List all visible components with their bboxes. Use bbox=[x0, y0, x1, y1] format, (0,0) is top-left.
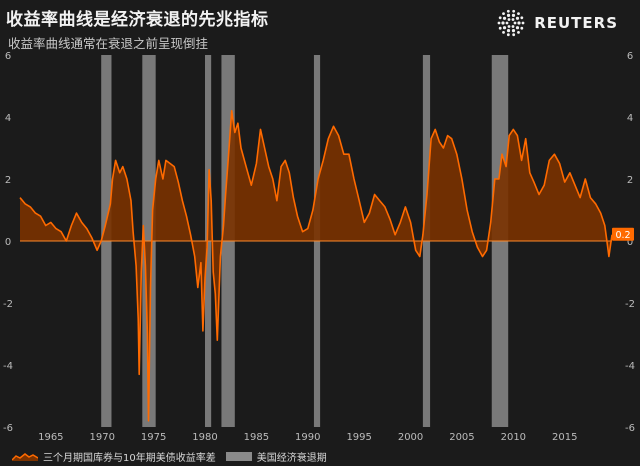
x-tick-1970: 1970 bbox=[89, 432, 114, 443]
legend-item-recession: 美国经济衰退期 bbox=[225, 449, 327, 464]
legend-item-spread: 三个月期国库券与10年期美债收益率差 bbox=[11, 449, 216, 464]
y-tick-right--2: -2 bbox=[625, 299, 635, 310]
x-tick-1990: 1990 bbox=[295, 432, 320, 443]
y-tick-right-6: 6 bbox=[627, 51, 633, 62]
brand-name: REUTERS bbox=[534, 14, 618, 32]
chart-subtitle: 收益率曲线通常在衰退之前呈现倒挂 bbox=[8, 36, 209, 51]
y-tick-right-2: 2 bbox=[627, 175, 633, 186]
x-tick-2005: 2005 bbox=[449, 432, 474, 443]
y-tick-left--4: -4 bbox=[3, 361, 13, 372]
spread-area bbox=[20, 110, 612, 421]
end-value-badge bbox=[612, 227, 634, 241]
x-tick-1995: 1995 bbox=[346, 432, 371, 443]
legend-swatch-recession bbox=[225, 452, 252, 461]
y-tick-right-0: 0 bbox=[627, 237, 633, 248]
y-tick-right--6: -6 bbox=[625, 423, 635, 434]
y-tick-left--6: -6 bbox=[3, 423, 13, 434]
end-value-label: 0.2 bbox=[615, 230, 630, 241]
brand-logo: REUTERS bbox=[496, 8, 618, 38]
y-tick-left--2: -2 bbox=[3, 299, 13, 310]
legend-swatch-spread bbox=[11, 452, 39, 461]
y-tick-right--4: -4 bbox=[625, 361, 635, 372]
y-tick-left-6: 6 bbox=[5, 51, 11, 62]
legend: 三个月期国库券与10年期美债收益率差 美国经济衰退期 bbox=[11, 449, 327, 464]
x-tick-2010: 2010 bbox=[501, 432, 526, 443]
reuters-logo-icon bbox=[497, 9, 525, 37]
chart-title: 收益率曲线是经济衰退的先兆指标 bbox=[6, 10, 269, 30]
x-tick-2000: 2000 bbox=[398, 432, 423, 443]
x-tick-1980: 1980 bbox=[192, 432, 217, 443]
legend-label-recession: 美国经济衰退期 bbox=[256, 453, 327, 464]
x-tick-1965: 1965 bbox=[38, 432, 63, 443]
y-tick-left-0: 0 bbox=[5, 237, 11, 248]
x-tick-2015: 2015 bbox=[552, 432, 577, 443]
legend-label-spread: 三个月期国库券与10年期美债收益率差 bbox=[43, 453, 216, 464]
x-tick-1985: 1985 bbox=[244, 432, 269, 443]
spread-line bbox=[19, 110, 613, 422]
x-tick-1975: 1975 bbox=[141, 432, 166, 443]
y-tick-left-2: 2 bbox=[5, 175, 11, 186]
y-tick-right-4: 4 bbox=[627, 113, 633, 124]
y-tick-left-4: 4 bbox=[5, 113, 11, 124]
